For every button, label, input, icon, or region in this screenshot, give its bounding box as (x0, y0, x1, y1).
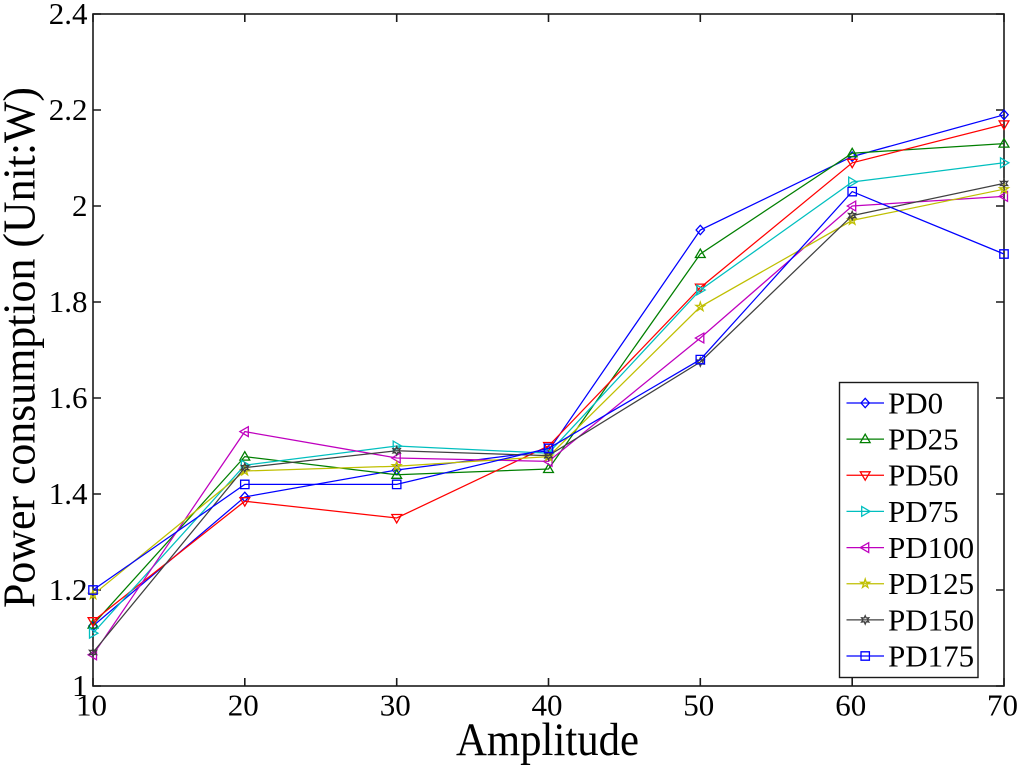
svg-text:Amplitude: Amplitude (456, 714, 639, 766)
svg-text:60: 60 (835, 688, 866, 723)
svg-text:40: 40 (532, 688, 563, 723)
svg-text:2.4: 2.4 (49, 0, 88, 31)
svg-text:PD0: PD0 (888, 385, 943, 420)
svg-text:1.8: 1.8 (49, 284, 88, 319)
svg-text:1.2: 1.2 (49, 572, 88, 607)
svg-text:70: 70 (987, 688, 1018, 723)
svg-text:10: 10 (76, 688, 107, 723)
svg-text:PD125: PD125 (888, 566, 974, 601)
svg-text:1.6: 1.6 (49, 380, 88, 415)
svg-text:PD75: PD75 (888, 494, 959, 529)
svg-text:20: 20 (228, 688, 259, 723)
svg-text:50: 50 (683, 688, 714, 723)
svg-text:Power consumption (Unit:W): Power consumption (Unit:W) (0, 87, 45, 608)
svg-text:PD25: PD25 (888, 422, 959, 457)
svg-text:2: 2 (72, 188, 88, 223)
svg-text:PD175: PD175 (888, 638, 974, 673)
svg-text:PD150: PD150 (888, 602, 974, 637)
svg-text:PD100: PD100 (888, 530, 974, 565)
svg-text:PD50: PD50 (888, 458, 959, 493)
svg-text:2.2: 2.2 (49, 92, 88, 127)
svg-text:30: 30 (380, 688, 411, 723)
svg-text:1: 1 (72, 668, 88, 703)
svg-text:1.4: 1.4 (49, 476, 88, 511)
